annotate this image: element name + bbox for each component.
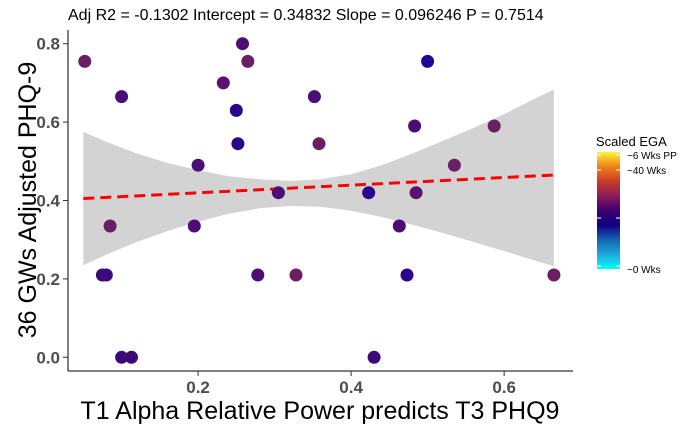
data-point: [229, 103, 243, 117]
data-point: [400, 268, 414, 282]
data-point: [362, 186, 376, 200]
y-tick-label: 0.4: [36, 192, 60, 211]
data-point: [231, 137, 245, 151]
data-points-layer: [78, 37, 561, 364]
confidence-band-layer: [83, 89, 554, 267]
data-point: [392, 219, 406, 233]
data-point: [447, 158, 461, 172]
color-legend: Scaled EGA ~6 Wks PP ~40 Wks ~0 Wks: [596, 134, 677, 276]
data-point: [115, 90, 129, 104]
data-point: [115, 350, 129, 364]
x-tick-label: 0.4: [339, 378, 363, 397]
y-tick-label: 0.0: [36, 348, 60, 367]
legend-title: Scaled EGA: [596, 134, 667, 149]
y-tick-label: 0.2: [36, 270, 60, 289]
y-tick-label: 0.6: [36, 113, 60, 132]
data-point: [409, 186, 423, 200]
confidence-band: [83, 89, 554, 267]
data-point: [99, 268, 113, 282]
data-point: [271, 186, 285, 200]
data-point: [236, 37, 249, 51]
data-point: [216, 76, 230, 90]
x-axis-title: T1 Alpha Relative Power predicts T3 PHQ9: [81, 397, 560, 425]
data-point: [191, 158, 205, 172]
data-point: [307, 90, 321, 104]
data-point: [187, 219, 201, 233]
regression-line-layer: [83, 173, 554, 201]
data-point: [408, 119, 422, 133]
data-point: [421, 54, 435, 68]
data-point: [241, 54, 255, 68]
legend-label-middle: ~40 Wks: [627, 166, 666, 177]
x-tick-label: 0.6: [492, 378, 516, 397]
data-point: [125, 350, 138, 364]
legend-label-top: ~6 Wks PP: [627, 151, 677, 162]
data-point: [78, 54, 92, 68]
legend-colorbar: [597, 152, 620, 269]
data-point: [103, 219, 117, 233]
y-tick-label: 0.8: [36, 35, 60, 54]
regression-line: [83, 173, 554, 201]
y-axis-title: 36 GWs Adjusted PHQ-9: [14, 62, 42, 339]
tick-layer: 0.2 0.4 0.6 0.0 0.2 0.4 0.6 0.8: [36, 35, 516, 397]
chart-title: Adj R2 = -0.1302 Intercept = 0.34832 Slo…: [68, 7, 544, 24]
data-point: [367, 350, 381, 364]
data-point: [312, 137, 326, 151]
data-point: [251, 268, 265, 282]
legend-label-bottom: ~0 Wks: [627, 265, 661, 276]
legend-ticks: [597, 154, 620, 267]
x-tick-label: 0.2: [186, 378, 210, 397]
data-point: [289, 268, 303, 282]
data-point: [487, 119, 501, 133]
data-point: [547, 268, 561, 282]
